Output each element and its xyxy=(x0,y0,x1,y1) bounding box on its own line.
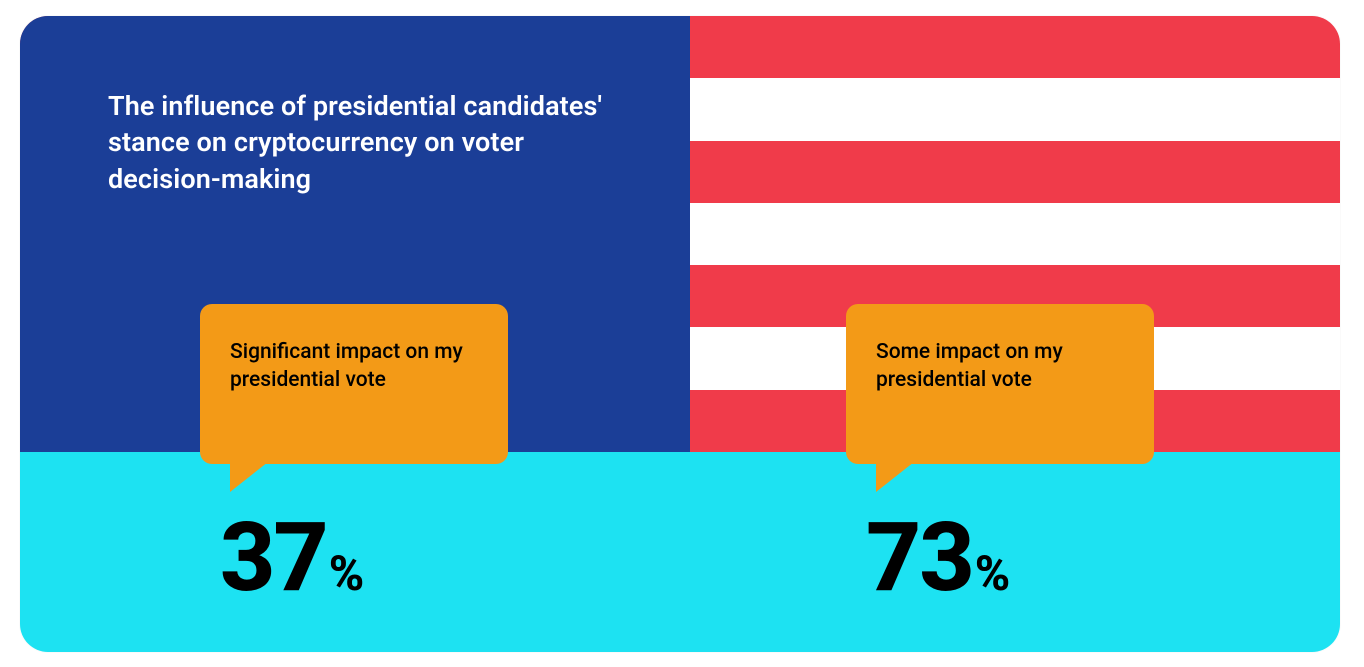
speech-bubble-tail-icon xyxy=(876,462,914,492)
bubble-label: Some impact on my presidential vote xyxy=(876,338,1124,395)
page-title: The influence of presidential candidates… xyxy=(108,88,628,197)
infographic-card: The influence of presidential candidates… xyxy=(20,16,1340,652)
stat-some: 73 % xyxy=(866,510,1010,606)
bottom-band xyxy=(20,452,1340,652)
stat-significant: 37 % xyxy=(220,510,364,606)
bubble-label: Significant impact on my presidential vo… xyxy=(230,338,478,395)
speech-bubble-tail-icon xyxy=(230,462,268,492)
percent-symbol: % xyxy=(975,545,1011,602)
stat-value: 37 xyxy=(220,510,327,606)
speech-bubble-significant: Significant impact on my presidential vo… xyxy=(200,304,508,464)
speech-bubble-some: Some impact on my presidential vote xyxy=(846,304,1154,464)
stat-value: 73 xyxy=(866,510,973,606)
percent-symbol: % xyxy=(329,545,365,602)
